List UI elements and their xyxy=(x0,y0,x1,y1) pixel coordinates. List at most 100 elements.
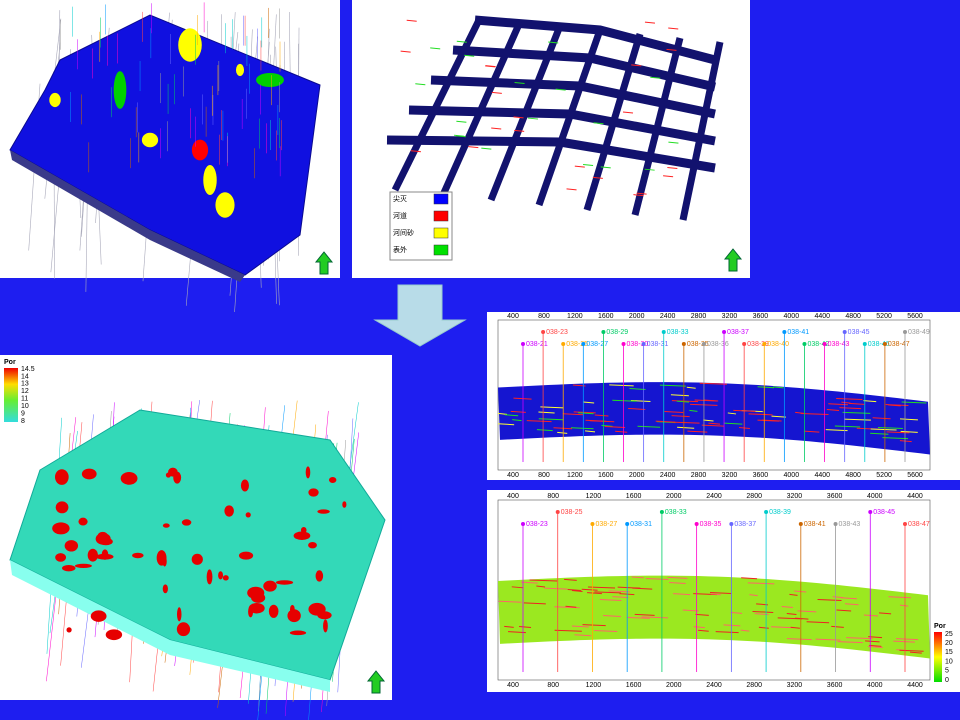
fence-streak xyxy=(485,65,496,68)
well-head xyxy=(903,522,907,526)
well-head xyxy=(882,342,887,346)
fence-streak xyxy=(455,135,466,138)
porosity-blob xyxy=(308,541,317,549)
well-label: 038-23 xyxy=(526,521,548,528)
section-streak xyxy=(747,582,775,585)
well-head xyxy=(561,342,566,346)
section-streak xyxy=(786,638,812,641)
fence-streak xyxy=(514,82,525,85)
fence-streak xyxy=(527,117,539,120)
section-streak xyxy=(693,593,718,596)
well-label: 038-37 xyxy=(727,329,749,336)
section-streak xyxy=(826,409,840,412)
section-streak xyxy=(553,427,573,430)
section-streak xyxy=(749,594,758,597)
section-streak xyxy=(673,593,691,596)
x-tick-label: 4000 xyxy=(867,682,883,689)
fence-streak xyxy=(644,168,655,171)
section-streak xyxy=(806,621,830,624)
x-tick-label: 2000 xyxy=(666,682,682,689)
plot-frame xyxy=(497,499,931,681)
section-streak xyxy=(609,384,634,387)
well-label: 038-39 xyxy=(769,509,791,516)
well-head xyxy=(833,522,838,526)
fence-streak xyxy=(481,147,492,150)
fence-streak xyxy=(593,122,604,125)
porosity-blob xyxy=(224,505,234,517)
fence-streak xyxy=(430,47,441,50)
x-tick-label: 800 xyxy=(538,313,550,320)
x-tick-label: 2800 xyxy=(691,313,707,320)
section-streak xyxy=(757,419,779,422)
section-streak xyxy=(825,429,848,432)
legend-tick: 8 xyxy=(21,418,25,425)
section-streak xyxy=(790,626,800,629)
legend-swatch xyxy=(433,193,449,205)
section-streak xyxy=(771,415,786,418)
porosity-blob xyxy=(165,472,171,478)
porosity-blob xyxy=(293,531,311,540)
well-label: 038-46 xyxy=(868,341,890,348)
fence-streak xyxy=(468,146,479,149)
section-streak xyxy=(899,418,918,421)
section-streak xyxy=(671,415,690,418)
x-tick-label: 2800 xyxy=(746,682,762,689)
x-tick-label: 5200 xyxy=(876,472,892,479)
well-head xyxy=(659,510,664,514)
x-tick-label: 4400 xyxy=(907,493,923,500)
section-streak xyxy=(844,418,871,421)
fence-streak xyxy=(650,76,661,79)
fence-streak xyxy=(410,150,421,153)
porosity-blob xyxy=(305,466,311,479)
section-band xyxy=(498,575,930,659)
x-tick-label: 1200 xyxy=(567,313,583,320)
porosity-blob xyxy=(263,580,277,592)
porosity-blob xyxy=(66,627,72,633)
x-tick-label: 400 xyxy=(507,682,519,689)
porosity-blob xyxy=(287,609,301,623)
x-tick-label: 1200 xyxy=(586,682,602,689)
well-label: 038-36 xyxy=(707,341,729,348)
legend-tick: 5 xyxy=(945,668,949,675)
section-streak xyxy=(703,399,719,402)
legend-tick: 9 xyxy=(21,410,25,417)
section-streak xyxy=(670,394,689,397)
section-streak xyxy=(659,384,686,387)
section-streak xyxy=(554,629,582,632)
section-streak xyxy=(709,591,732,594)
section-streak xyxy=(608,590,630,593)
porosity-blob xyxy=(268,604,279,618)
section-streak xyxy=(641,616,669,619)
fence-streak xyxy=(631,64,642,67)
x-tick-label: 5600 xyxy=(907,313,923,320)
section-streak xyxy=(526,420,552,423)
section-streak xyxy=(724,422,743,425)
section-streak xyxy=(840,597,857,600)
x-tick-label: 400 xyxy=(507,472,519,479)
x-tick-label: 800 xyxy=(547,493,559,500)
section-streak xyxy=(612,399,637,402)
section-streak xyxy=(803,430,820,433)
down-arrow xyxy=(373,284,467,347)
x-tick-label: 2800 xyxy=(746,493,762,500)
nav-arrow xyxy=(723,248,743,272)
well-label: 038-43 xyxy=(839,521,861,528)
well-label: 038-35 xyxy=(687,341,709,348)
porosity-blob xyxy=(245,512,251,518)
section-streak xyxy=(834,425,861,428)
section-streak xyxy=(740,629,750,632)
fence-streak xyxy=(668,141,679,144)
x-tick-label: 1600 xyxy=(626,682,642,689)
well-head xyxy=(729,522,734,526)
section-streak xyxy=(523,602,546,605)
well-head xyxy=(581,342,586,346)
x-tick-label: 2400 xyxy=(706,682,722,689)
section-streak xyxy=(594,414,609,417)
fence-streak xyxy=(456,40,467,43)
facies-blob xyxy=(178,28,202,62)
section-streak xyxy=(536,585,546,588)
section-streak xyxy=(655,420,676,423)
section-streak xyxy=(573,411,596,414)
x-tick-label: 4800 xyxy=(845,313,861,320)
fence-streak xyxy=(663,175,674,178)
